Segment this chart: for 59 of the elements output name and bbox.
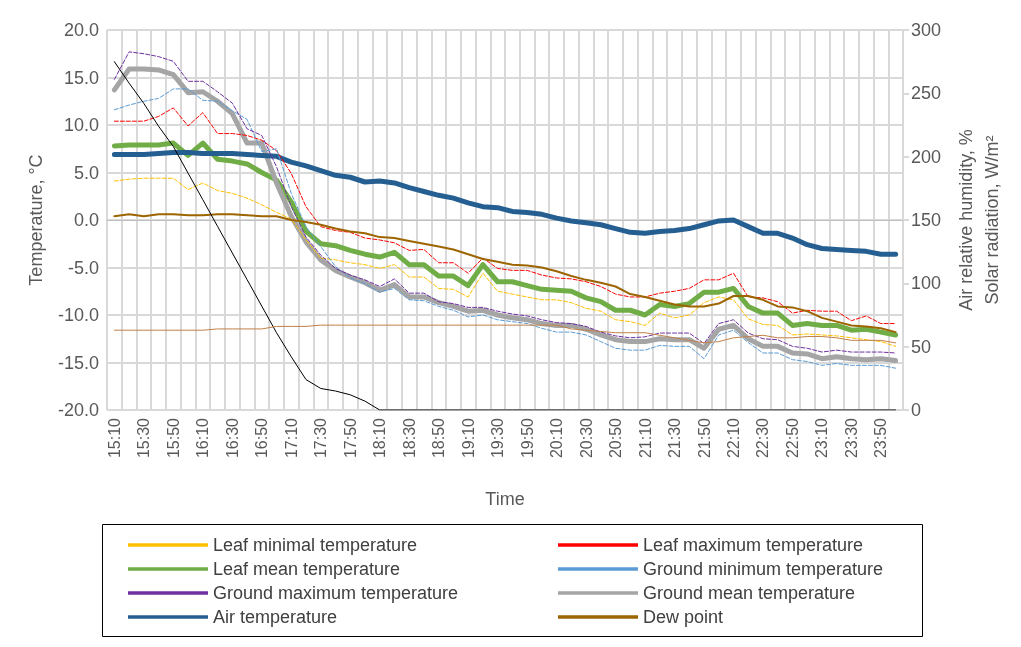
legend-label: Leaf maximum temperature <box>643 535 864 555</box>
y-tick-label: 0.0 <box>73 210 99 230</box>
x-tick-label: 22:10 <box>724 417 742 459</box>
legend-label: Leaf mean temperature <box>213 559 401 579</box>
x-tick-label: 16:30 <box>223 417 241 459</box>
y-tick-label: -15.0 <box>57 352 99 373</box>
y-tick-label: -20.0 <box>57 400 99 420</box>
legend-label: Ground mean temperature <box>643 583 856 603</box>
y-tick-label: -10.0 <box>57 305 99 325</box>
legend-label: Ground maximum temperature <box>213 583 459 603</box>
x-tick-label: 18:50 <box>430 417 448 459</box>
y-tick-label: 10.0 <box>63 115 99 135</box>
x-tick-label: 23:50 <box>872 417 890 459</box>
x-tick-label: 18:30 <box>400 417 418 459</box>
y2-tick-label: 250 <box>911 83 942 104</box>
x-tick-label: 17:30 <box>312 417 330 459</box>
line-series <box>113 324 897 344</box>
y2-tick-label: 200 <box>911 146 942 167</box>
x-tick-label: 17:50 <box>341 417 359 459</box>
y-tick-label: 20.0 <box>63 20 99 40</box>
x-tick-label: 16:10 <box>194 417 212 459</box>
x-tick-label: 15:30 <box>135 417 153 459</box>
x-tick-label: 19:10 <box>459 417 477 459</box>
x-tick-label: 23:10 <box>813 417 831 459</box>
x-tick-label: 20:50 <box>607 417 625 459</box>
x-tick-label: 21:30 <box>666 417 684 459</box>
line-series <box>113 177 897 347</box>
legend-label: Ground minimum temperature <box>643 559 884 579</box>
y2-tick-label: 50 <box>911 336 932 357</box>
y2-tick-label: 150 <box>911 210 942 230</box>
y2-tick-label: 300 <box>911 20 942 40</box>
x-tick-label: 16:50 <box>253 417 271 459</box>
x-tick-label: 22:30 <box>754 417 772 459</box>
x-axis-title: Time <box>485 489 525 509</box>
line-series <box>113 107 897 325</box>
y2-tick-label: 0 <box>911 400 922 420</box>
x-tick-label: 18:10 <box>371 417 389 459</box>
x-tick-label: 17:10 <box>282 417 300 459</box>
legend-label: Dew point <box>643 607 724 627</box>
x-tick-label: 23:30 <box>842 417 860 459</box>
legend-label: Air temperature <box>213 607 338 627</box>
x-tick-label: 15:10 <box>105 417 123 459</box>
x-tick-label: 21:50 <box>695 417 713 459</box>
x-tick-label: 21:10 <box>636 417 654 459</box>
y-tick-label: 5.0 <box>73 162 99 183</box>
y2-tick-label: 100 <box>911 273 942 294</box>
x-tick-label: 15:50 <box>164 417 182 459</box>
x-tick-label: 20:10 <box>548 417 566 459</box>
line-series <box>113 213 897 334</box>
x-tick-label: 20:30 <box>577 417 595 459</box>
legend-label: Leaf minimal temperature <box>213 535 418 555</box>
line-series <box>113 61 897 411</box>
y-axis-title: Temperature, °C <box>26 154 46 286</box>
y-tick-label: 15.0 <box>63 67 99 88</box>
x-tick-label: 19:50 <box>518 417 536 459</box>
x-tick-label: 22:50 <box>783 417 801 459</box>
y-tick-label: -5.0 <box>67 257 99 278</box>
y2-axis-title: Air relative humidity, % Solar radiation, W/m² <box>956 129 1002 311</box>
x-tick-label: 19:30 <box>489 417 507 459</box>
